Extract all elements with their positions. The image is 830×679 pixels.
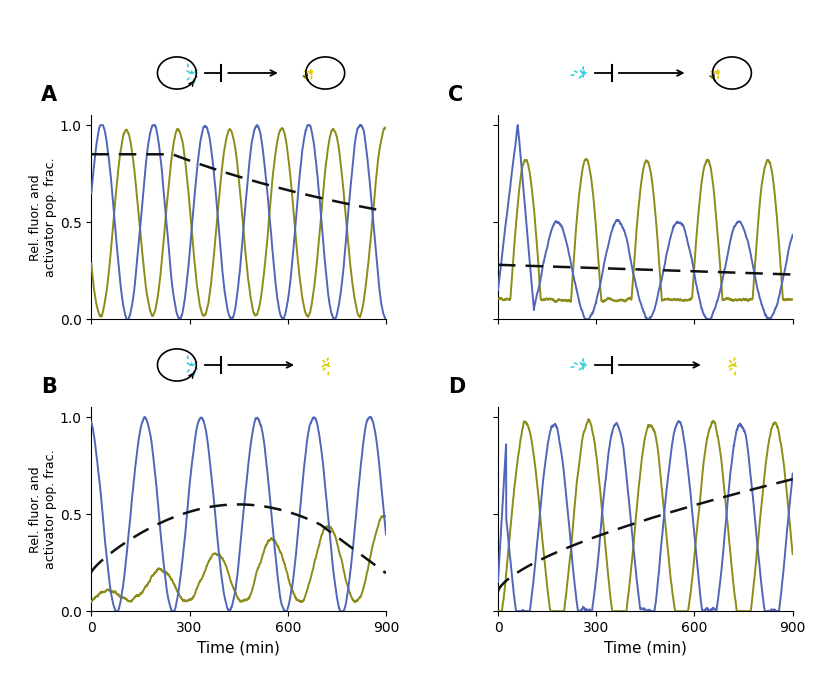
Ellipse shape (582, 366, 584, 370)
Text: C: C (448, 86, 463, 105)
Ellipse shape (324, 364, 329, 365)
Text: A: A (42, 86, 57, 105)
Ellipse shape (194, 69, 198, 73)
Ellipse shape (321, 365, 325, 367)
Text: B: B (42, 378, 57, 397)
Ellipse shape (728, 365, 732, 367)
Ellipse shape (186, 71, 191, 73)
Ellipse shape (582, 66, 584, 70)
Ellipse shape (582, 358, 584, 362)
Ellipse shape (582, 74, 584, 78)
Ellipse shape (570, 74, 575, 76)
Ellipse shape (574, 71, 578, 73)
Ellipse shape (187, 63, 188, 67)
Y-axis label: Rel. fluor. and
activator pop. frac.: Rel. fluor. and activator pop. frac. (29, 158, 56, 277)
Ellipse shape (308, 71, 312, 73)
Ellipse shape (193, 79, 195, 84)
Ellipse shape (570, 366, 575, 368)
Ellipse shape (580, 362, 583, 365)
Ellipse shape (187, 355, 188, 359)
Ellipse shape (310, 72, 312, 75)
Ellipse shape (322, 367, 326, 371)
Ellipse shape (582, 362, 585, 366)
Ellipse shape (579, 367, 582, 371)
Ellipse shape (582, 73, 586, 75)
Ellipse shape (190, 364, 195, 366)
Ellipse shape (715, 71, 719, 73)
Ellipse shape (188, 365, 193, 366)
Ellipse shape (187, 77, 190, 81)
Ellipse shape (195, 75, 198, 78)
Ellipse shape (731, 364, 736, 366)
Ellipse shape (710, 76, 715, 79)
Ellipse shape (327, 362, 330, 365)
Ellipse shape (710, 71, 715, 73)
Ellipse shape (733, 365, 737, 367)
Ellipse shape (583, 364, 588, 365)
Ellipse shape (195, 367, 198, 370)
Ellipse shape (304, 76, 308, 79)
Ellipse shape (303, 74, 308, 76)
Ellipse shape (194, 361, 198, 365)
Ellipse shape (734, 362, 736, 365)
Ellipse shape (583, 72, 588, 73)
Ellipse shape (717, 71, 720, 74)
Ellipse shape (729, 367, 733, 371)
Ellipse shape (326, 357, 329, 361)
Ellipse shape (191, 362, 193, 366)
Ellipse shape (716, 72, 719, 75)
Ellipse shape (710, 74, 715, 76)
Ellipse shape (580, 70, 583, 73)
Ellipse shape (733, 357, 735, 361)
Ellipse shape (326, 365, 330, 367)
Ellipse shape (574, 363, 578, 365)
X-axis label: Time (min): Time (min) (604, 640, 686, 655)
X-axis label: Time (min): Time (min) (198, 640, 280, 655)
Ellipse shape (717, 75, 719, 79)
Y-axis label: Rel. fluor. and
activator pop. frac.: Rel. fluor. and activator pop. frac. (29, 449, 56, 569)
Ellipse shape (582, 365, 586, 367)
Text: D: D (448, 378, 465, 397)
Ellipse shape (193, 371, 195, 375)
Ellipse shape (190, 72, 195, 74)
Ellipse shape (729, 360, 732, 363)
Ellipse shape (309, 72, 313, 74)
Ellipse shape (582, 70, 585, 74)
Ellipse shape (191, 70, 193, 74)
Ellipse shape (304, 71, 308, 73)
Ellipse shape (310, 71, 313, 74)
Ellipse shape (310, 69, 312, 73)
Ellipse shape (716, 69, 719, 73)
Ellipse shape (187, 369, 190, 373)
Ellipse shape (325, 364, 330, 366)
Ellipse shape (734, 371, 736, 375)
Ellipse shape (310, 75, 312, 79)
Ellipse shape (730, 364, 735, 365)
Ellipse shape (188, 73, 193, 74)
Ellipse shape (579, 75, 582, 79)
Ellipse shape (322, 360, 325, 363)
Ellipse shape (715, 72, 720, 74)
Ellipse shape (327, 371, 330, 375)
Ellipse shape (186, 363, 191, 365)
